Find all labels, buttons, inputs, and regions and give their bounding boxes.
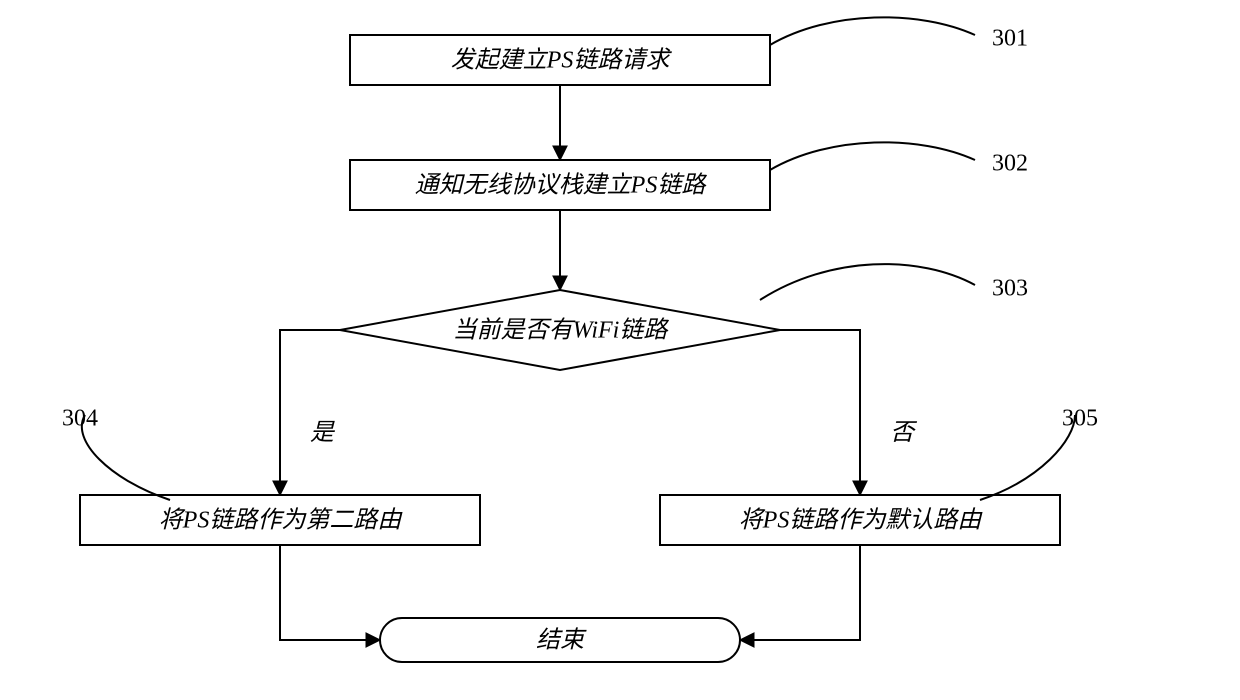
- node-label-n304: 将PS链路作为第二路由: [159, 507, 404, 534]
- edge-label-n303-n304: 是: [310, 420, 336, 446]
- ref-number-n302: 302: [992, 151, 1028, 177]
- node-end: 结束: [380, 618, 740, 662]
- ref-number-n303: 303: [992, 276, 1028, 302]
- node-n303: 当前是否有WiFi链路: [340, 290, 780, 370]
- edge-n305-end: [740, 545, 860, 640]
- ref-number-n301: 301: [992, 26, 1028, 52]
- edge-n304-end: [280, 545, 380, 640]
- ref-number-n305: 305: [1062, 406, 1098, 432]
- node-label-n301: 发起建立PS链路请求: [451, 47, 673, 74]
- leader-n301: [770, 17, 975, 45]
- leader-n303: [760, 264, 975, 300]
- node-label-n302: 通知无线协议栈建立PS链路: [415, 172, 708, 199]
- edge-n303-n304: [280, 330, 340, 495]
- leader-n302: [770, 142, 975, 170]
- node-n302: 通知无线协议栈建立PS链路: [350, 160, 770, 210]
- node-label-n303: 当前是否有WiFi链路: [453, 317, 670, 344]
- node-label-end: 结束: [536, 627, 587, 654]
- edge-n303-n305: [780, 330, 860, 495]
- leader-n305: [980, 415, 1075, 500]
- node-n305: 将PS链路作为默认路由: [660, 495, 1060, 545]
- node-n301: 发起建立PS链路请求: [350, 35, 770, 85]
- edge-label-n303-n305: 否: [890, 420, 918, 446]
- ref-number-n304: 304: [62, 406, 98, 432]
- node-label-n305: 将PS链路作为默认路由: [739, 507, 984, 534]
- node-n304: 将PS链路作为第二路由: [80, 495, 480, 545]
